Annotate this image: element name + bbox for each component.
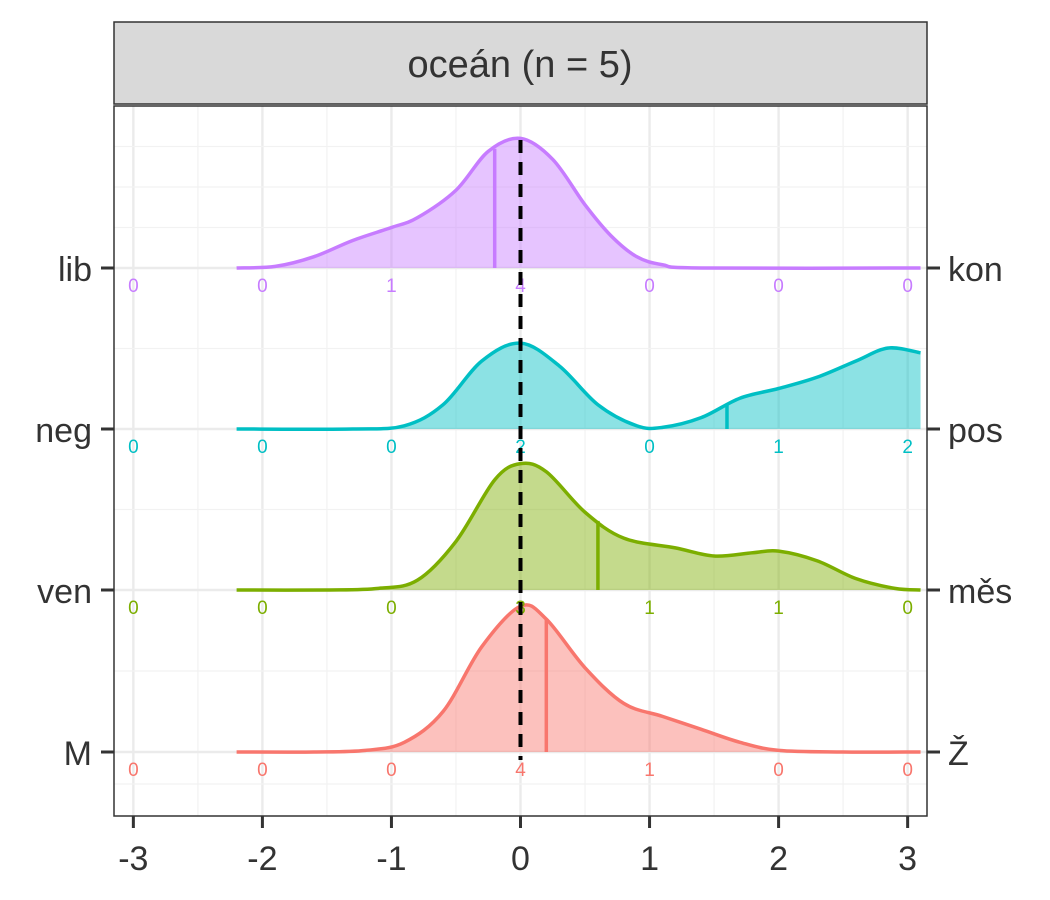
count-label: 0	[386, 598, 397, 619]
count-label: 1	[773, 437, 784, 458]
count-label: 0	[902, 276, 913, 297]
count-label: 2	[515, 437, 526, 458]
count-label: 0	[257, 598, 268, 619]
count-label: 1	[773, 598, 784, 619]
ridge-lib	[236, 136, 921, 270]
count-label: 0	[644, 437, 655, 458]
left-tick-label: M	[64, 735, 92, 773]
count-label: 0	[902, 598, 913, 619]
x-tick-label: -1	[376, 840, 406, 878]
ridge-area	[236, 604, 921, 753]
ridge-ven	[236, 461, 921, 592]
ridge-outline	[236, 341, 921, 431]
facet-strip-background	[113, 21, 928, 105]
count-label: 0	[257, 760, 268, 781]
ridge-area	[236, 138, 921, 269]
ridge-neg	[236, 341, 921, 431]
count-label: 0	[386, 437, 397, 458]
count-label: 0	[386, 760, 397, 781]
right-tick-label: měs	[948, 573, 1012, 611]
x-tick-label: -3	[118, 840, 148, 878]
count-label: 4	[515, 760, 526, 781]
left-tick-label: neg	[35, 412, 92, 450]
left-tick-label: ven	[37, 573, 92, 611]
x-tick-label: 2	[769, 840, 788, 878]
count-label: 1	[644, 760, 655, 781]
count-label: 0	[773, 760, 784, 781]
count-label: 0	[128, 437, 139, 458]
x-tick-label: 0	[511, 840, 530, 878]
count-label: 0	[902, 760, 913, 781]
ridge-M	[236, 603, 921, 754]
left-tick-label: lib	[58, 251, 92, 289]
x-tick-label: 1	[640, 840, 659, 878]
facet-title: oceán (n = 5)	[408, 44, 633, 86]
x-axis: -3 -2 -1 0 1 2 3	[118, 816, 917, 878]
count-label: 0	[128, 598, 139, 619]
count-label: 0	[128, 276, 139, 297]
count-label: 0	[773, 276, 784, 297]
facet-strip: oceán (n = 5)	[113, 21, 928, 105]
ridge-outline	[236, 136, 921, 270]
count-label: 0	[644, 276, 655, 297]
count-label: 0	[257, 276, 268, 297]
ridge-outline	[236, 603, 921, 754]
ridge-area	[236, 463, 921, 591]
count-label: 2	[902, 437, 913, 458]
right-tick-label: pos	[948, 412, 1003, 450]
plot-panel: 0004100000311000020120014000	[113, 105, 928, 817]
right-tick-label: Ž	[948, 735, 969, 773]
count-label: 1	[644, 598, 655, 619]
count-label: 1	[386, 276, 397, 297]
ridge-densities	[236, 136, 921, 754]
count-label: 0	[257, 437, 268, 458]
count-label: 0	[128, 760, 139, 781]
x-tick-label: -2	[247, 840, 277, 878]
count-label: 4	[515, 276, 526, 297]
x-tick-label: 3	[898, 840, 917, 878]
right-tick-label: kon	[948, 251, 1003, 289]
